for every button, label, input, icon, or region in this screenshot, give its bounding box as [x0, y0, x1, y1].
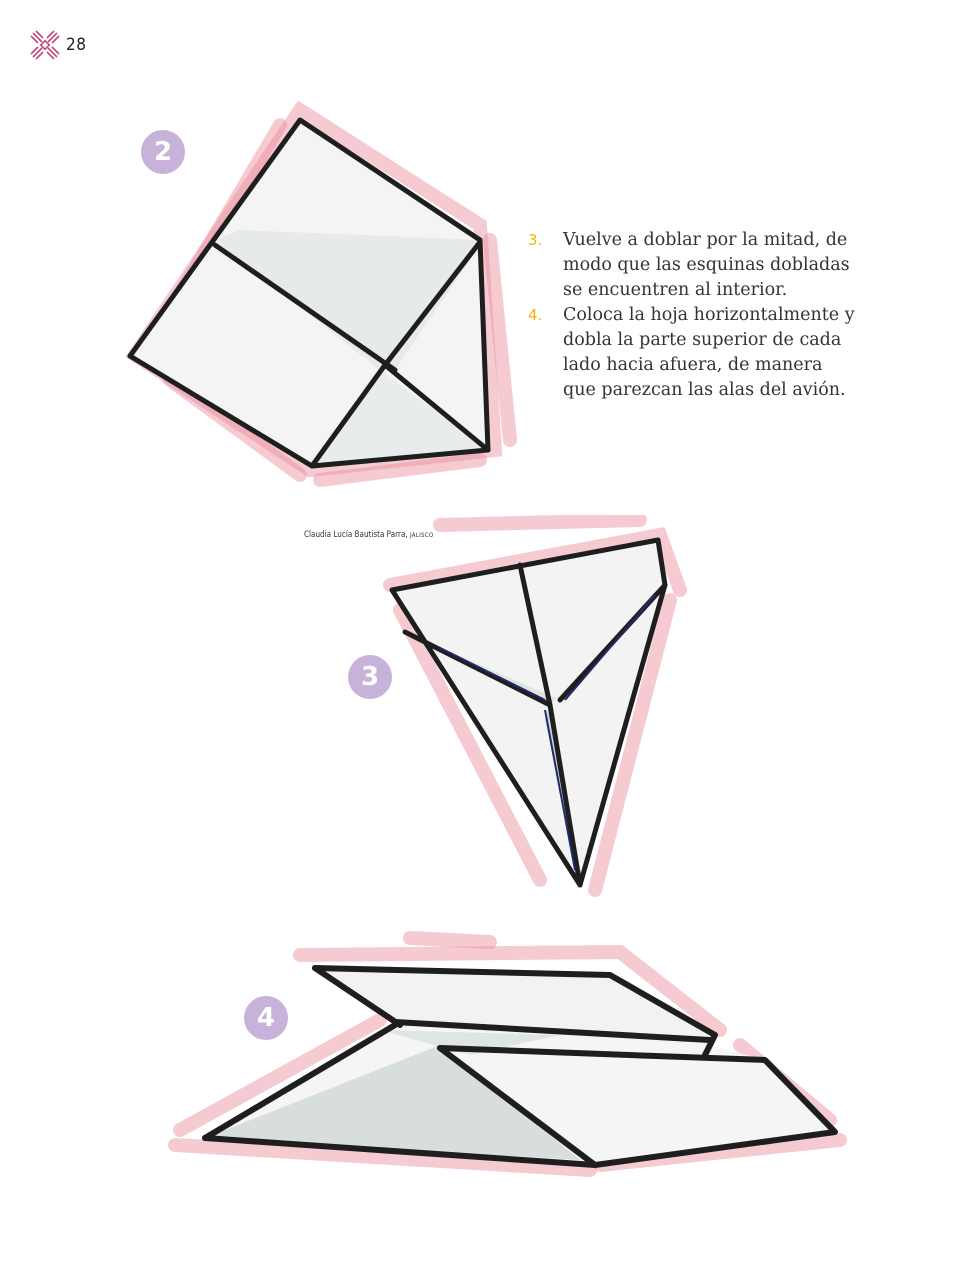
instructions-list: 3. Vuelve a doblar por la mitad, de modo…	[528, 228, 858, 403]
step-badge-3: 3	[348, 655, 392, 699]
instruction-number: 3.	[528, 231, 543, 249]
step-2-illustration	[125, 100, 517, 487]
instruction-text: Coloca la hoja horizontalmente y dobla l…	[563, 305, 855, 400]
instruction-number: 4.	[528, 306, 543, 324]
credit-state: JALISCO	[409, 531, 434, 539]
step-4-illustration	[168, 931, 847, 1177]
step-badge-2: 2	[141, 130, 185, 174]
instruction-item: 3. Vuelve a doblar por la mitad, de modo…	[528, 228, 858, 303]
instruction-text: Vuelve a doblar por la mitad, de modo qu…	[563, 230, 850, 300]
step-3-illustration	[383, 515, 687, 897]
page-header: 28	[30, 30, 86, 60]
illustration-credit: Claudia Lucía Bautista Parra, JALISCO	[304, 530, 434, 540]
credit-author: Claudia Lucía Bautista Parra,	[304, 530, 408, 540]
instruction-item: 4. Coloca la hoja horizontalmente y dobl…	[528, 303, 858, 403]
step-badge-4: 4	[244, 996, 288, 1040]
decorative-logo-icon	[30, 30, 60, 60]
page-number: 28	[66, 35, 87, 55]
